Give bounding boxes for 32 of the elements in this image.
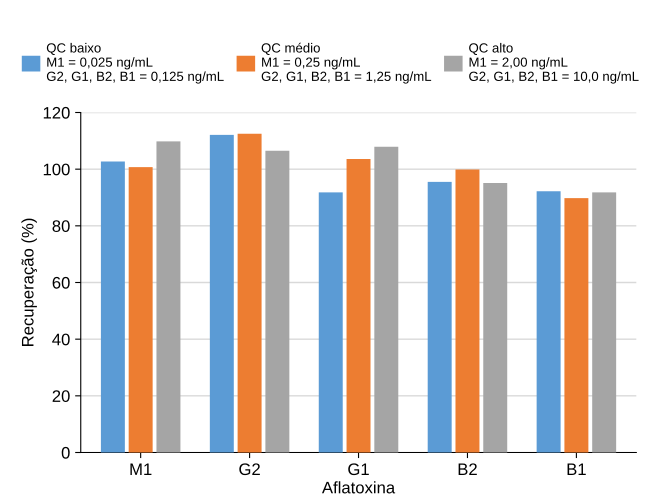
bar <box>536 191 561 452</box>
bar <box>265 150 290 452</box>
y-tick-label: 80 <box>52 220 70 232</box>
x-tick-label: B2 <box>458 463 477 475</box>
y-tick-label: 20 <box>52 390 70 402</box>
x-axis-title: Aflatoxina <box>322 481 396 494</box>
y-axis-title: Recuperação (%) <box>21 218 37 346</box>
bar <box>592 192 616 452</box>
x-tick-label: M1 <box>130 464 152 475</box>
bar <box>346 158 371 452</box>
legend-label: QC médio M1 = 0,25 ng/mL G2, G1, B2, B1 = 1,25 ng/mL <box>262 42 432 84</box>
bar <box>128 167 153 452</box>
bar <box>374 146 398 452</box>
y-tick-label: 100 <box>44 164 70 176</box>
x-tick-label: G2 <box>239 463 260 476</box>
bar <box>428 182 452 452</box>
y-tick-label: 40 <box>52 334 70 346</box>
bar <box>238 134 262 452</box>
y-tick-label: 60 <box>52 276 70 289</box>
bar <box>483 183 508 452</box>
bar <box>210 134 234 452</box>
y-tick-label: 0 <box>62 446 70 459</box>
x-tick-label: G1 <box>348 463 369 476</box>
bar <box>100 162 125 452</box>
bar <box>156 141 180 452</box>
bar <box>564 198 588 452</box>
x-tick-label: B1 <box>568 464 586 475</box>
bar <box>455 169 480 452</box>
legend-label: QC baixo M1 = 0,025 ng/mL G2, G1, B2, B1 = 0,125 ng/mL <box>46 42 224 84</box>
bar <box>318 192 343 452</box>
y-tick-label: 120 <box>44 106 70 119</box>
legend-label: QC alto M1 = 2,00 ng/mL G2, G1, B2, B1 = 10,0 ng/mL <box>469 42 639 84</box>
